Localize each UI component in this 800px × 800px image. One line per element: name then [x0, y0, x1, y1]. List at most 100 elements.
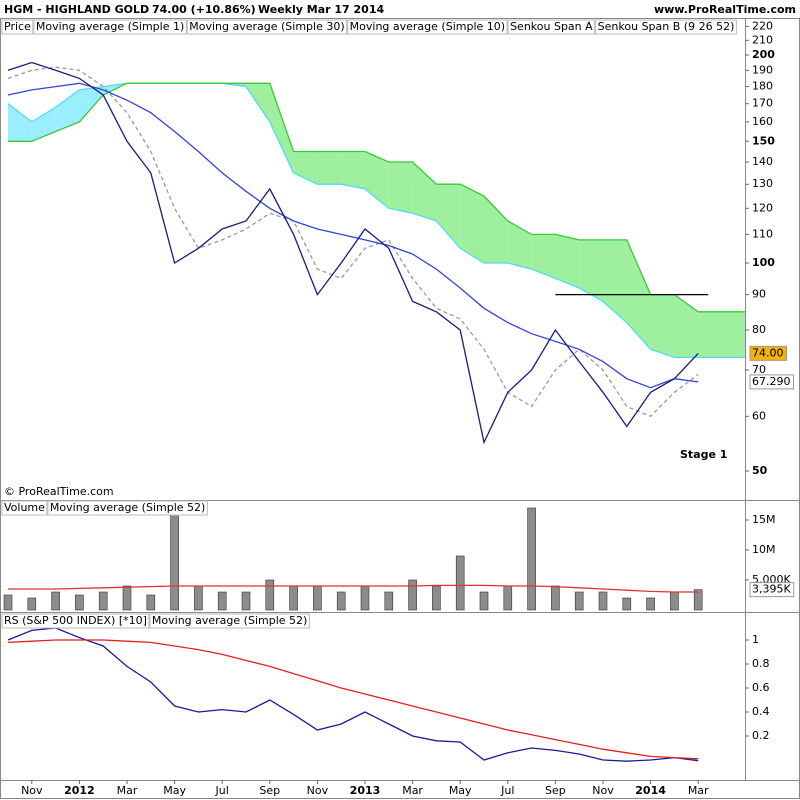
cloud-fill — [674, 294, 699, 358]
y-tick-label: 190 — [752, 63, 773, 76]
y-tick-label: 130 — [752, 177, 773, 190]
x-tick-label: Nov — [21, 784, 43, 797]
volume-bar — [336, 591, 346, 611]
y-tick-label: 210 — [752, 33, 773, 46]
y-tick-label: 100 — [752, 256, 775, 269]
series-line — [7, 639, 699, 760]
x-tick-label: 2012 — [64, 784, 95, 797]
y-tick-label: 70 — [752, 363, 766, 376]
x-tick-label: Sep — [545, 784, 566, 797]
y-tick-label: 0.6 — [752, 681, 770, 694]
period: Weekly Mar 17 2014 — [258, 3, 384, 16]
volume-bar — [408, 579, 417, 611]
x-tick-label: Mar — [117, 784, 138, 797]
legend-entry: Senkou Span B (9 26 52) — [598, 20, 735, 33]
volume-bar — [217, 591, 227, 611]
legend-box — [1, 500, 48, 516]
y-tick-label: 180 — [752, 80, 773, 93]
volume-bar — [598, 591, 608, 611]
cloud-fill — [722, 311, 745, 358]
site: www.ProRealTime.com — [654, 3, 796, 16]
cloud-fill — [79, 86, 104, 122]
volume-bar — [289, 585, 298, 611]
y-tick-label: 10M — [752, 543, 776, 556]
cloud-fill — [507, 221, 532, 270]
legend-box — [347, 19, 508, 35]
cloud-fill — [31, 107, 56, 142]
legend-box — [1, 613, 150, 629]
legend-entry: Volume — [4, 501, 45, 514]
y-tick-label: 60 — [752, 409, 766, 422]
y-tick-label: 220 — [752, 19, 773, 32]
value-label: 74.00 — [752, 346, 784, 359]
legend-entry: Moving average (Simple 52) — [50, 501, 205, 514]
legend-entry: Moving average (Simple 10) — [350, 20, 505, 33]
series-line — [8, 82, 745, 313]
volume-bar — [3, 594, 13, 611]
value-label: 3,395K — [752, 583, 791, 596]
x-tick-label: 2013 — [350, 784, 381, 797]
volume-bar — [265, 579, 275, 611]
y-tick-label: 110 — [752, 227, 773, 240]
cloud-fill — [55, 89, 80, 132]
volume-bar — [194, 585, 203, 611]
plot-area — [3, 61, 745, 762]
volume-bar — [51, 591, 60, 611]
volume-bar — [574, 591, 584, 611]
x-tick-label: Mar — [688, 784, 709, 797]
y-tick-label: 200 — [752, 48, 775, 61]
y-tick-label: 50 — [752, 464, 768, 477]
series-line — [7, 61, 699, 445]
x-tick-label: 2014 — [635, 784, 666, 797]
value-label-box — [749, 374, 794, 390]
y-tick-label: 15M — [752, 513, 776, 526]
volume-bar — [432, 585, 441, 611]
volume-bar — [479, 591, 489, 611]
legend-entry: Moving average (Simple 30) — [189, 20, 344, 33]
cloud-fill — [388, 162, 413, 214]
legend-box — [33, 19, 187, 35]
legend-entry: RS (S&P 500 INDEX) [*10] — [4, 614, 147, 627]
value-label-box — [749, 345, 787, 361]
volume-bar — [455, 555, 465, 611]
legend-entry: Price — [4, 20, 31, 33]
x-tick-label: May — [449, 784, 472, 797]
cloud-fill — [341, 151, 365, 189]
x-tick-label: Jul — [215, 784, 229, 797]
legend-entry: Moving average (Simple 52) — [152, 614, 307, 627]
cloud-fill — [650, 294, 675, 358]
volume-bar — [27, 597, 37, 611]
x-tick-label: Mar — [402, 784, 423, 797]
volume-bar — [622, 597, 632, 611]
y-tick-label: 120 — [752, 201, 773, 214]
y-tick-label: 160 — [752, 115, 773, 128]
legend-entry: Senkou Span A — [510, 20, 593, 33]
cloud-fill — [412, 162, 437, 222]
volume-bar — [75, 594, 84, 611]
y-tick-label: 140 — [752, 155, 773, 168]
cloud-fill — [8, 103, 32, 142]
cloud-fill — [555, 234, 580, 289]
legend-box — [595, 19, 737, 35]
legend-box — [507, 19, 596, 35]
cloud-fill — [317, 151, 342, 185]
volume-bar — [551, 585, 560, 611]
cloud-fill — [293, 151, 318, 185]
x-tick-label: May — [163, 784, 186, 797]
volume-bar — [241, 591, 251, 611]
y-tick-label: 1 — [752, 633, 759, 646]
annotation: Stage 1 — [680, 448, 727, 461]
volume-bar — [384, 591, 394, 611]
volume-bar — [527, 507, 536, 611]
legend-box — [186, 19, 348, 35]
volume-bar — [170, 507, 179, 611]
volume-bar — [313, 585, 322, 611]
title: HGM - HIGHLAND GOLD — [4, 3, 149, 16]
y-tick-label: 0.4 — [752, 705, 770, 718]
cloud-fill — [460, 184, 484, 263]
volume-bar — [98, 591, 108, 611]
cloud-fill — [436, 184, 461, 249]
cloud-fill — [269, 83, 294, 173]
volume-bar — [693, 589, 703, 611]
